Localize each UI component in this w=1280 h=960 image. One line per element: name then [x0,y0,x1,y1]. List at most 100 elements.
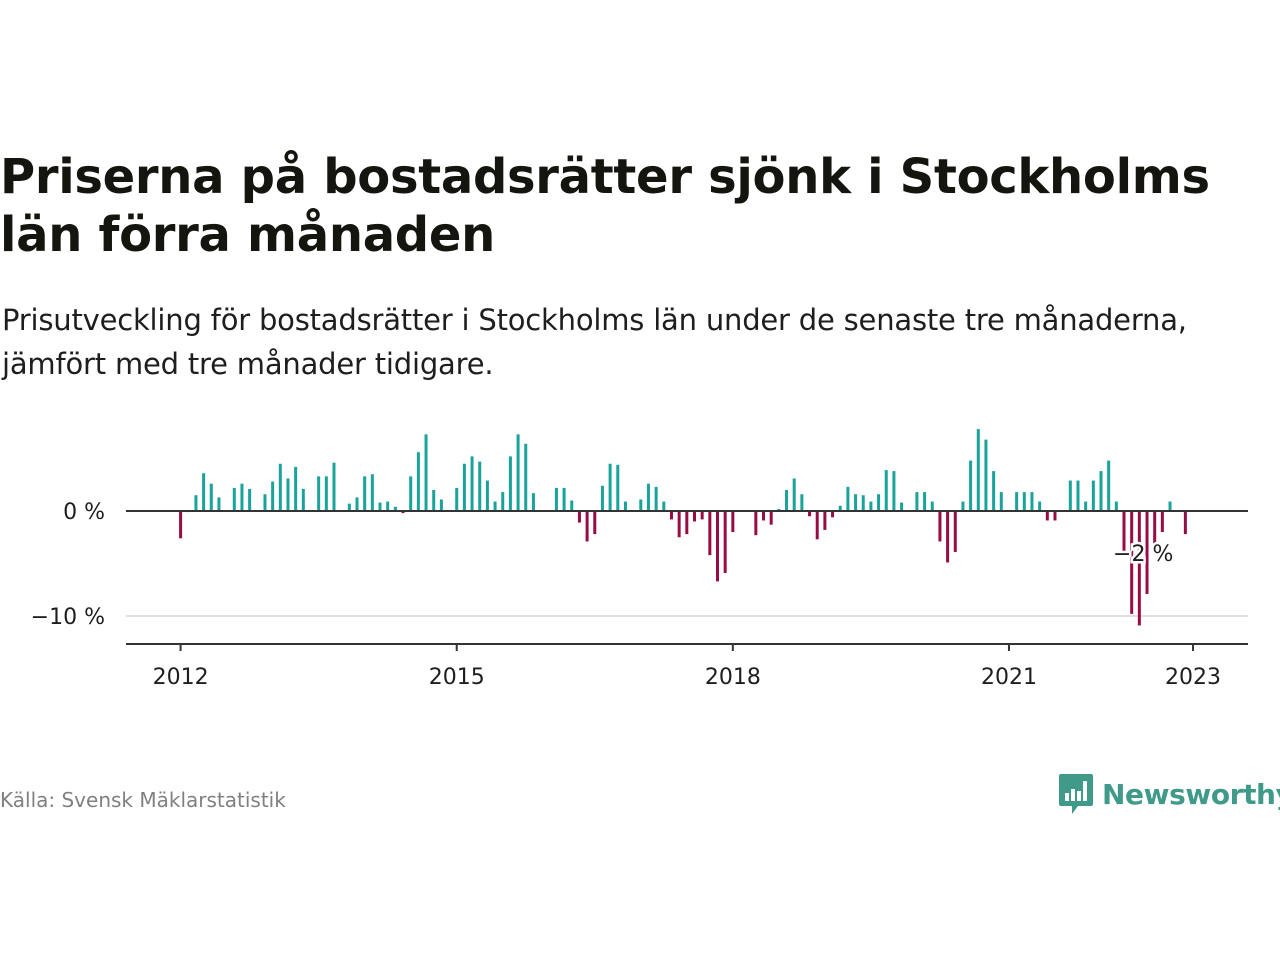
bar [946,511,950,563]
bar [1114,501,1118,511]
bar [976,429,980,511]
bar [969,460,973,511]
bar [301,488,305,511]
bar [992,471,996,511]
bar [286,478,290,511]
bar [961,501,965,511]
bar [401,511,405,514]
bar [953,511,957,552]
bar [884,470,888,511]
logo-bubble [1059,774,1093,814]
bars-layer [179,429,1187,626]
bar [562,487,566,511]
bar [393,506,397,511]
chart-title: Priserna på bostadsrätter sjönk i Stockh… [0,149,1210,263]
bar [800,494,804,511]
bar [900,502,904,511]
bar [593,511,597,535]
bar [1030,492,1034,511]
bar [524,443,528,511]
bar [716,511,719,582]
bar [1038,501,1042,511]
bar [478,461,482,511]
bar [1145,511,1149,594]
bar [232,487,236,511]
bar [600,485,604,511]
bar-chart: 0 % −10 % 2012 2015 2018 2021 2023 −2 % [31,429,1248,690]
bar [317,476,321,511]
bar [386,501,390,511]
bar [1068,480,1072,511]
bar [685,511,689,535]
brand-name: Newsworthy [1102,777,1280,811]
bar [508,456,512,511]
bar [332,462,336,511]
bar [1160,511,1164,532]
bar [516,434,520,511]
bar [923,492,927,511]
bar [639,499,643,511]
y-tick-label: −10 % [31,605,105,630]
bar [938,511,942,542]
source-note: Källa: Svensk Mäklarstatistik [0,788,286,812]
x-tick-label: 2023 [1165,665,1221,690]
bar [455,487,459,511]
bar [263,494,267,511]
bar [493,501,497,511]
chart-subtitle: Prisutveckling för bostadsrätter i Stock… [2,303,1187,381]
bar [240,483,244,511]
bar [370,474,374,511]
y-tick-label: 0 % [63,500,105,525]
brand-logo[interactable]: Newsworthy [1058,772,1280,816]
bar [869,501,873,511]
bar [838,505,842,511]
bar [179,511,183,539]
logo-bar-1 [1065,793,1069,801]
bar [654,486,658,511]
bar [877,494,881,511]
logo-bar-3 [1077,791,1081,801]
newsworthy-logo-icon [1059,774,1093,814]
bar [1099,471,1103,511]
bar [700,511,704,520]
bar [769,511,773,525]
logo-bar-4 [1083,781,1087,801]
bar [324,476,328,511]
x-tick-label: 2015 [429,665,485,690]
bar [1168,501,1172,511]
bar [623,501,627,511]
bar [915,492,919,511]
x-tick-label: 2021 [981,665,1037,690]
bar [1022,492,1026,511]
bar [363,476,367,511]
bar [777,508,781,511]
bar [1076,480,1080,511]
bar [754,511,758,536]
bar [1091,480,1095,511]
bar [202,473,206,511]
bar [531,493,535,511]
bar [485,480,489,511]
axis-layer: 0 % −10 % 2012 2015 2018 2021 2023 [31,500,1248,690]
bar [347,503,351,511]
bar [892,471,896,511]
bar [930,501,934,511]
bar [416,452,420,511]
bar [1045,511,1049,521]
bar [424,434,428,511]
bar [1053,511,1057,521]
bar [432,490,436,511]
label-layer: −2 % [1111,540,1176,570]
bar [554,487,558,511]
bar [723,511,727,573]
bar [271,481,275,511]
bar [608,463,612,511]
bar [854,494,858,511]
bar [785,490,789,511]
bar [217,497,221,511]
bar [1015,492,1019,511]
bar [1153,511,1157,552]
bar [677,511,681,538]
bar [708,511,712,556]
bar [692,511,696,522]
